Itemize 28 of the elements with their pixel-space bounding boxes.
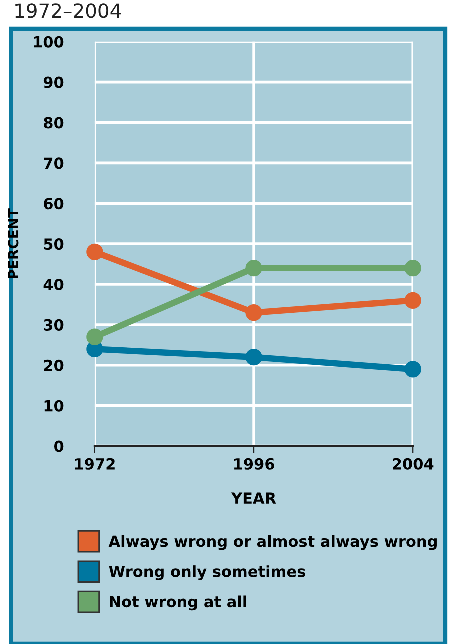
y-tick-label: 50	[44, 238, 64, 250]
point	[246, 304, 262, 322]
y-tick-label: 100	[34, 36, 64, 48]
legend-label: Always wrong or almost always wrong	[108, 535, 437, 550]
x-tick-label: 2004	[393, 458, 434, 470]
point	[404, 292, 422, 310]
y-tick-label: 90	[44, 76, 64, 88]
point	[404, 260, 422, 277]
y-tick-label: 60	[44, 198, 64, 210]
y-tick-label: 20	[44, 360, 64, 372]
y-tick-label: 40	[44, 278, 64, 291]
point	[404, 361, 422, 378]
legend-label: Wrong only sometimes	[109, 566, 306, 580]
x-tick-label: 1972	[75, 458, 115, 470]
y-tick-label: 80	[44, 117, 64, 129]
x-tick-label: 1996	[234, 458, 274, 470]
x-axis-title: YEAR	[231, 492, 276, 504]
y-tick-label: 10	[44, 400, 64, 412]
legend-label: Not wrong at all	[110, 596, 246, 611]
y-axis-title: PERCENT	[8, 208, 19, 278]
chart-title: 1972–2004	[16, 4, 122, 18]
y-tick-label: 30	[44, 319, 64, 331]
y-tick-label: 70	[44, 158, 64, 170]
point	[86, 328, 104, 346]
y-tick-label: 0	[54, 440, 64, 452]
point	[86, 244, 104, 260]
point	[246, 260, 262, 277]
point	[246, 348, 262, 366]
